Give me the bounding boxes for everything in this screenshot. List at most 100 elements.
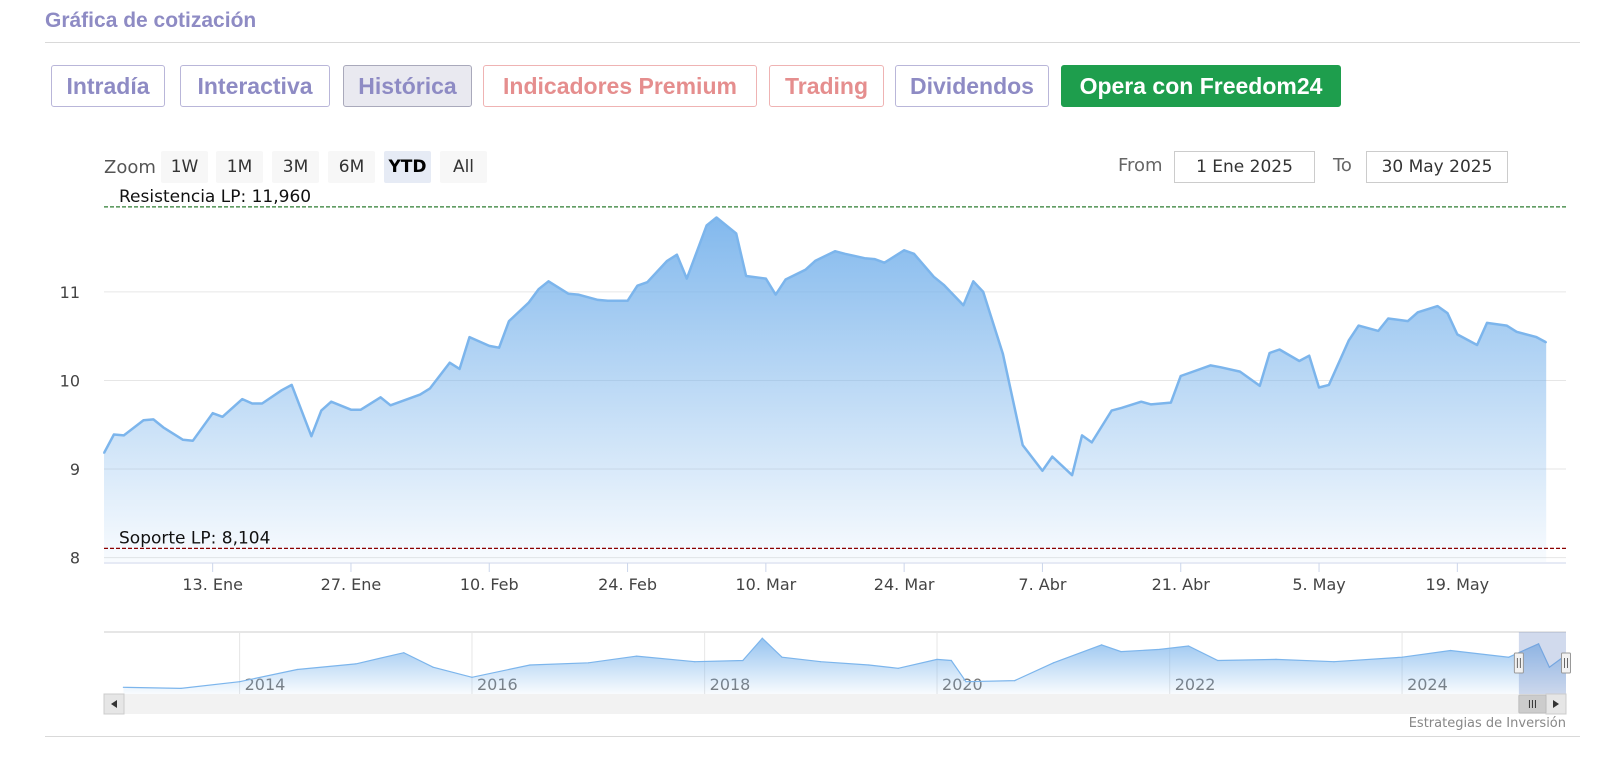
- navigator-point: [897, 667, 899, 669]
- price-point: [844, 253, 846, 255]
- price-point: [903, 249, 905, 252]
- price-point: [508, 320, 510, 322]
- price-point: [607, 300, 609, 302]
- navigator-point: [432, 666, 434, 668]
- navigator-point: [868, 664, 870, 666]
- navigator-point: [529, 664, 531, 666]
- price-point: [933, 276, 935, 278]
- price-point: [468, 336, 471, 338]
- to-date-input[interactable]: 30 May 2025: [1366, 151, 1508, 183]
- zoom-ytd-button[interactable]: YTD: [384, 151, 431, 183]
- price-point: [626, 300, 629, 302]
- price-point: [1515, 331, 1518, 333]
- navigator-point: [936, 658, 938, 661]
- from-date-input[interactable]: 1 Ene 2025: [1174, 151, 1315, 183]
- price-point: [498, 346, 500, 349]
- navigator-point: [1101, 644, 1103, 646]
- tab-trading[interactable]: Trading: [769, 65, 884, 107]
- price-point: [1002, 353, 1004, 355]
- price-point: [1179, 375, 1182, 377]
- price-point: [1357, 324, 1360, 327]
- zoom-6m-button[interactable]: 6M: [328, 151, 375, 183]
- tab-dividendos[interactable]: Dividendos: [895, 65, 1049, 107]
- price-point: [1219, 366, 1222, 369]
- navigator-point: [965, 681, 967, 683]
- navigator-point: [742, 659, 744, 662]
- price-point: [1387, 317, 1389, 320]
- navigator-point: [1275, 658, 1277, 661]
- price-point: [745, 275, 747, 277]
- navigator-point: [694, 661, 696, 663]
- price-point: [1051, 455, 1054, 458]
- x-tick-label: 10. Feb: [460, 575, 519, 594]
- price-point: [281, 389, 283, 392]
- price-point: [251, 402, 253, 405]
- navigator-point: [239, 681, 241, 683]
- price-point: [1140, 400, 1142, 403]
- zoom-1m-button[interactable]: 1M: [216, 151, 263, 183]
- price-point: [1417, 311, 1419, 314]
- price-point: [715, 216, 718, 219]
- scrollbar-track[interactable]: [104, 694, 1566, 714]
- chart-credit: Estrategias de Inversión: [1408, 716, 1566, 731]
- navigator-handle-left[interactable]: [1513, 652, 1524, 674]
- price-point: [528, 301, 530, 304]
- price-point: [972, 280, 975, 283]
- navigator-point: [1014, 680, 1016, 682]
- price-point: [1486, 322, 1488, 324]
- price-point: [863, 257, 866, 260]
- price-point: [577, 293, 579, 296]
- price-point: [290, 384, 293, 386]
- x-tick-label: 13. Ene: [182, 575, 243, 594]
- tab-intradia[interactable]: Intradía: [51, 65, 165, 107]
- price-point: [350, 408, 352, 411]
- x-tick-label: 10. Mar: [735, 575, 796, 594]
- navigator-handle-right[interactable]: [1561, 652, 1571, 674]
- zoom-3m-button[interactable]: 3M: [272, 151, 319, 183]
- price-point: [221, 416, 224, 418]
- price-point: [982, 291, 984, 293]
- cta-freedom24-button[interactable]: Opera con Freedom24: [1061, 65, 1341, 107]
- price-point: [488, 345, 491, 347]
- x-tick-label: 24. Mar: [874, 575, 935, 594]
- tab-indicadores-premium[interactable]: Indicadores Premium: [483, 65, 757, 107]
- price-point: [1407, 320, 1409, 322]
- x-tick-label: 21. Abr: [1152, 575, 1211, 594]
- price-point: [379, 396, 382, 399]
- price-point: [804, 269, 807, 271]
- y-tick-label: 9: [70, 460, 80, 479]
- price-point: [705, 224, 708, 227]
- navigator-point: [950, 659, 952, 662]
- price-point: [458, 368, 461, 370]
- zoom-label: Zoom: [104, 157, 156, 178]
- arrow-right-icon: [1553, 700, 1559, 708]
- price-point: [448, 361, 451, 364]
- navigator-point: [781, 656, 783, 658]
- price-point: [1446, 312, 1449, 315]
- price-point: [962, 304, 965, 307]
- price-point: [537, 288, 540, 291]
- zoom-all-button[interactable]: All: [440, 151, 487, 183]
- price-point: [834, 250, 836, 252]
- price-point: [1268, 352, 1271, 354]
- navigator-point: [1401, 656, 1403, 658]
- price-point: [1259, 385, 1261, 387]
- price-point: [547, 280, 550, 283]
- price-point: [883, 261, 886, 264]
- x-tick-label: 24. Feb: [598, 575, 657, 594]
- price-point: [1505, 324, 1508, 327]
- tab-interactiva[interactable]: Interactiva: [180, 65, 330, 107]
- price-point: [360, 408, 362, 411]
- price-point: [1081, 434, 1083, 437]
- zoom-1w-button[interactable]: 1W: [161, 151, 208, 183]
- tab-historica[interactable]: Histórica: [343, 65, 472, 107]
- navigator-point: [761, 637, 763, 639]
- to-label: To: [1333, 155, 1352, 176]
- price-point: [814, 260, 816, 262]
- price-point: [1436, 305, 1439, 307]
- x-tick-label: 19. May: [1426, 575, 1490, 594]
- price-point: [873, 258, 876, 260]
- price-point: [646, 281, 649, 284]
- price-point: [1150, 403, 1152, 406]
